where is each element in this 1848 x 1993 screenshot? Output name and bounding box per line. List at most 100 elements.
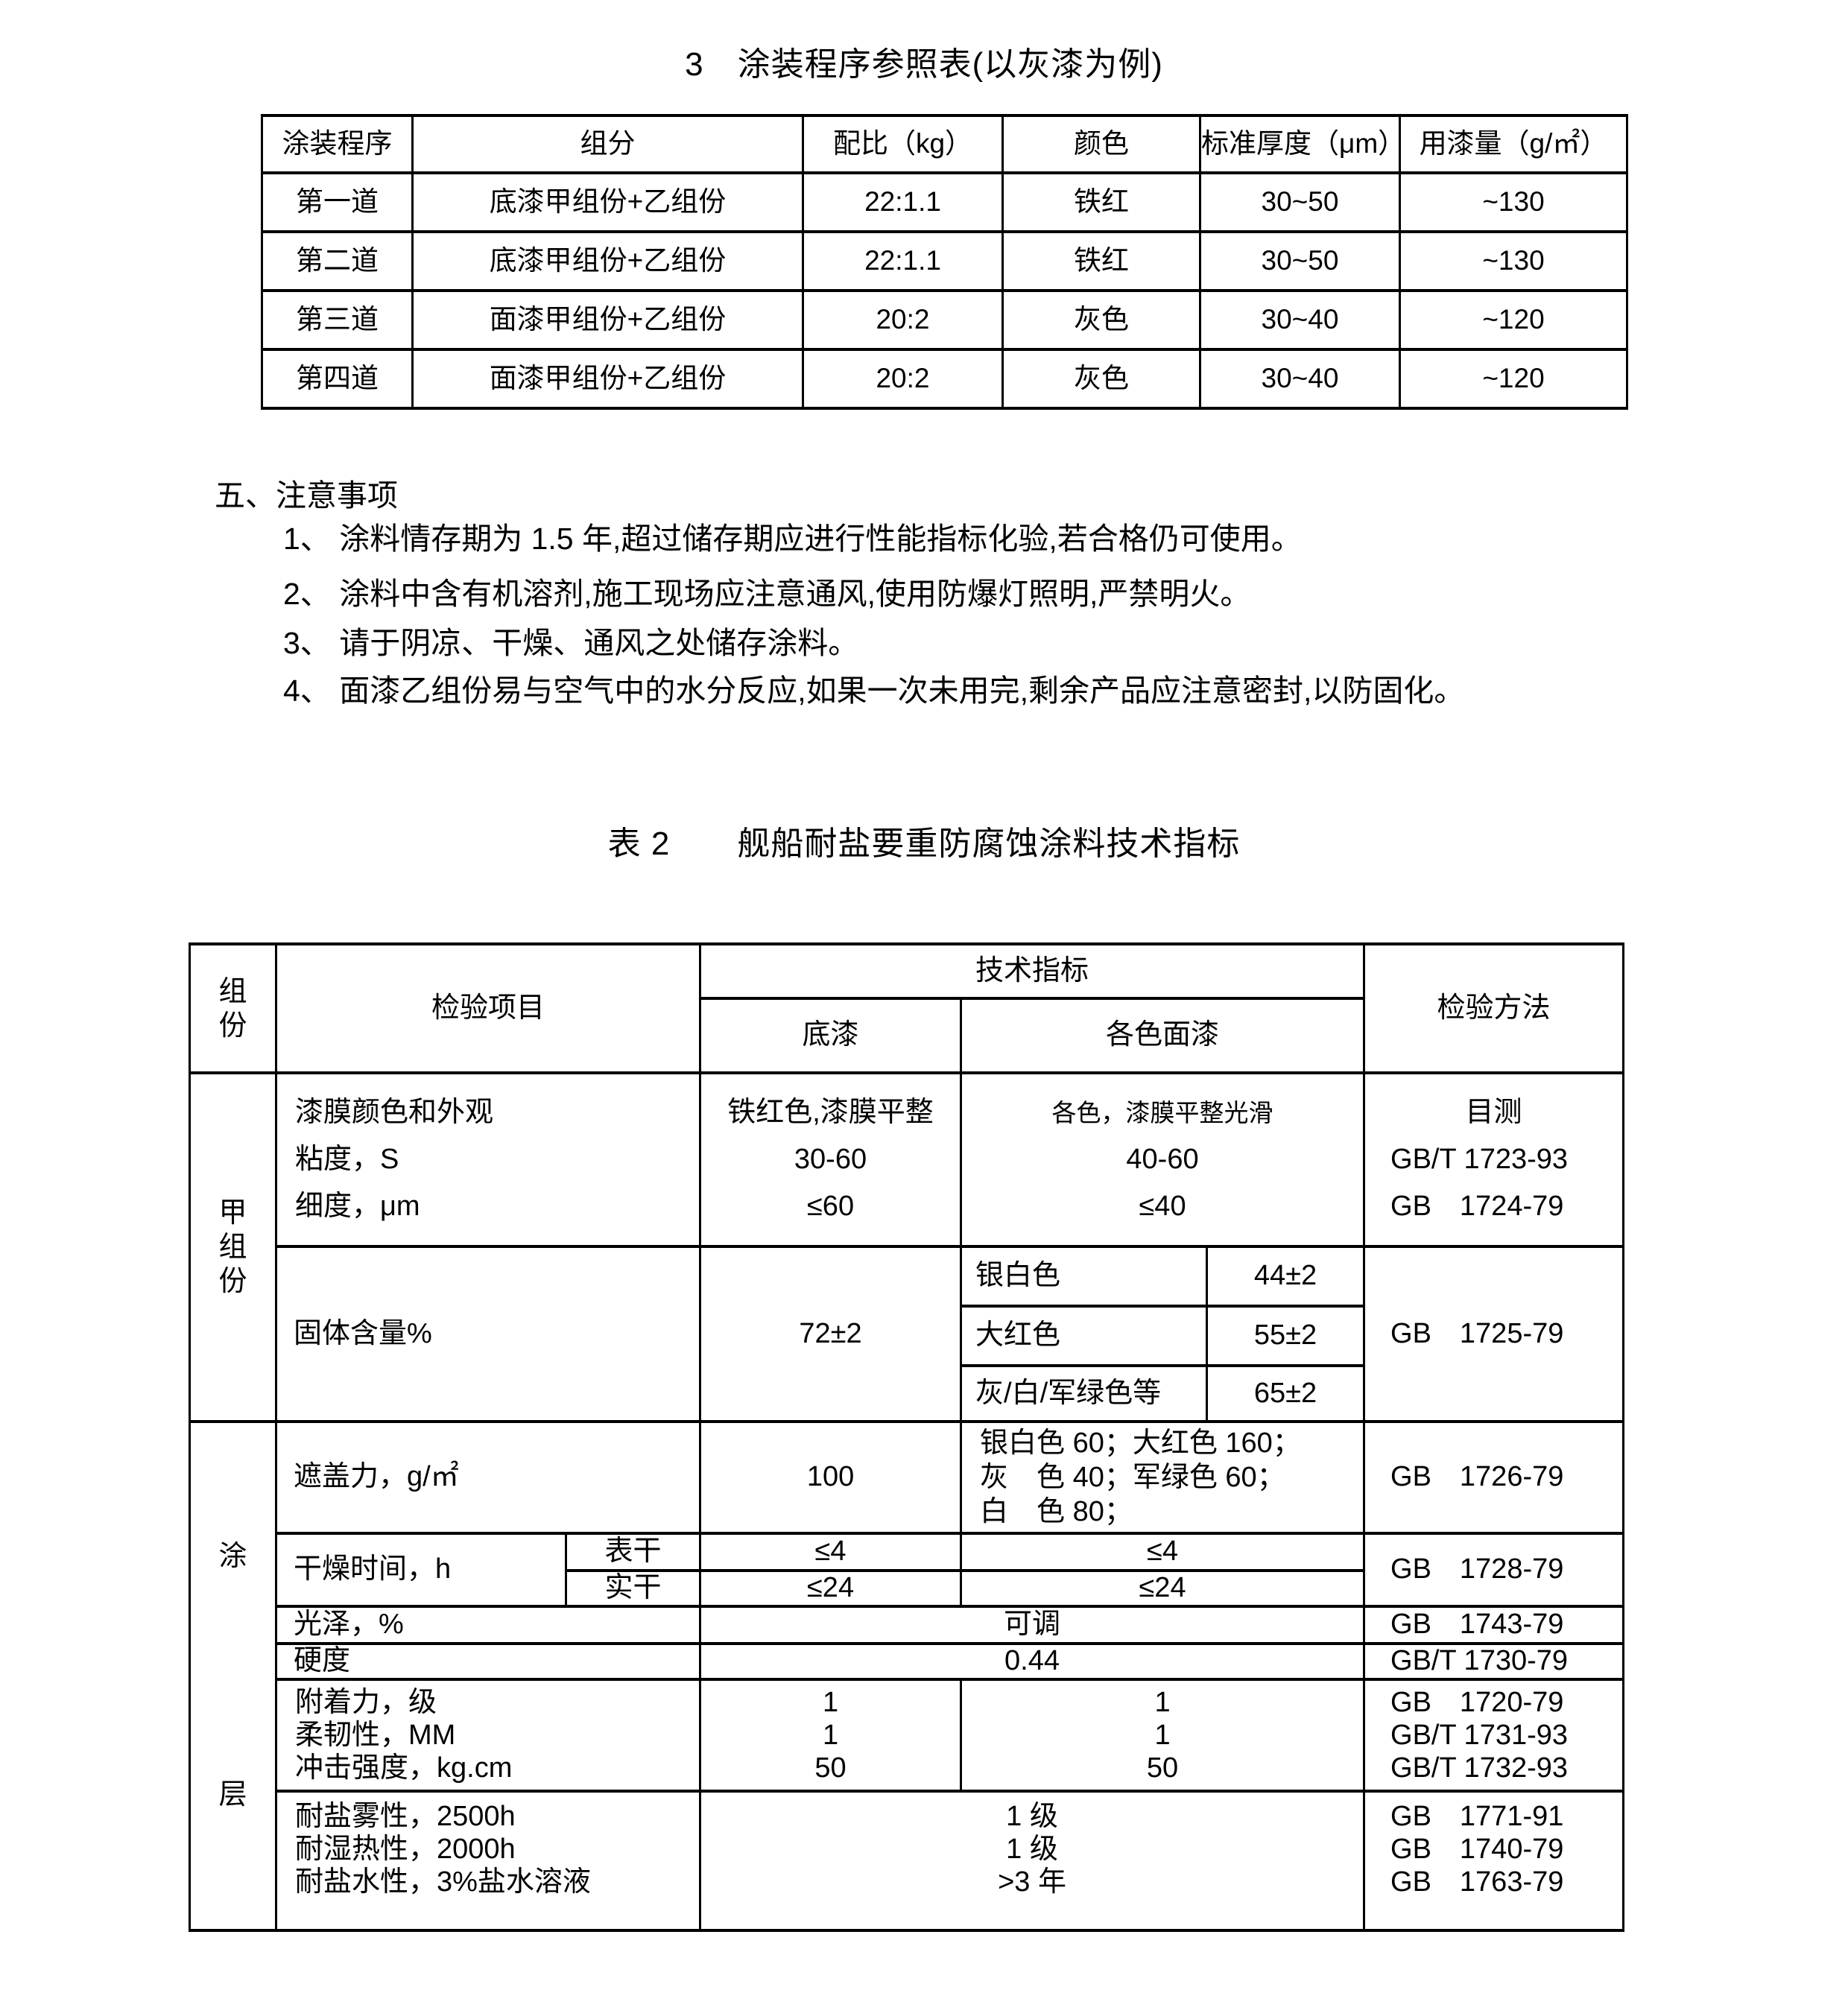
t2-color-label: 灰/白/军绿色等 — [960, 1364, 1209, 1423]
t1-cell: 面漆甲组份+乙组份 — [411, 289, 804, 351]
table-row: 光泽，% 可调 GB 1743-79 — [190, 1604, 1625, 1645]
cell-line: 1 — [822, 1719, 839, 1751]
t1-cell: 灰色 — [1001, 348, 1201, 410]
t1-cell: 第二道 — [261, 230, 414, 292]
t2-item-cell: 漆膜颜色和外观 粘度，S 细度，μm — [274, 1071, 702, 1248]
t1-cell: 30~40 — [1199, 348, 1401, 410]
t1-cell: 灰色 — [1001, 289, 1201, 351]
cell-line: 耐湿热性，2000h — [295, 1833, 516, 1865]
cell-line: 灰 色 40；军绿色 60； — [980, 1462, 1285, 1493]
t2-method-cell: GB/T 1730-79 — [1363, 1641, 1625, 1681]
vertical-char: 层 — [218, 1778, 247, 1810]
note-item: 4、 面漆乙组份易与空气中的水分反应,如果一次未用完,剩余产品应注意密封,以防固… — [283, 674, 1465, 708]
t2-sub-label: 实干 — [564, 1569, 702, 1608]
cell-line: 1 级 — [1006, 1800, 1058, 1832]
t2-header-component: 组份 — [189, 942, 277, 1074]
t2-header-method: 检验方法 — [1363, 942, 1625, 1074]
table-row: 大红色 55±2 — [190, 1305, 1624, 1367]
cell-line: 50 — [1146, 1752, 1179, 1784]
t1-cell: 22:1.1 — [802, 171, 1004, 233]
t2-method-cell: GB 1726-79 — [1363, 1420, 1625, 1535]
table-row: 甲组份 漆膜颜色和外观 粘度，S 细度，μm 铁红色,漆膜平整 30-60 ≤6… — [189, 1071, 1625, 1423]
t2-sub-label: 表干 — [564, 1532, 702, 1572]
t2-value-cell: 1 级 1 级 >3 年 — [699, 1789, 1366, 1932]
t2-color-label: 银白色 — [960, 1245, 1209, 1308]
t2-primer-cell: 铁红色,漆膜平整 30-60 ≤60 — [699, 1071, 963, 1248]
cell-line: GB 1763-79 — [1390, 1866, 1564, 1898]
table1-title: 3 涂装程序参照表(以灰漆为例) — [685, 46, 1163, 83]
t2-primer-cell: 72±2 — [699, 1245, 963, 1423]
cell-line: 耐盐雾性，2500h — [295, 1800, 516, 1832]
t1-cell: ~130 — [1399, 230, 1628, 292]
t2-primer-cell: 1 1 50 — [699, 1677, 963, 1793]
t2-item-cell: 固体含量% — [274, 1245, 702, 1423]
t2-color-value: 44±2 — [1206, 1245, 1366, 1308]
cell-line: 目测 — [1465, 1097, 1522, 1128]
t2-method-cell: GB 1725-79 — [1363, 1245, 1625, 1423]
t1-cell: 22:1.1 — [802, 230, 1004, 292]
t1-header-component: 组分 — [411, 114, 804, 174]
t2-item-cell: 硬度 — [274, 1641, 702, 1681]
table-row: 固体含量% 72±2 银白色 44±2 GB 1725-79 — [190, 1245, 1625, 1423]
cell-lines: 附着力，级 柔韧性，MM 冲击强度，kg.cm — [279, 1682, 698, 1788]
t1-cell: 20:2 — [802, 289, 1004, 351]
cell-line: GB/T 1732-93 — [1390, 1752, 1569, 1784]
table-header-row: 底漆 各色面漆 — [190, 997, 1624, 1074]
cell-line: >3 年 — [998, 1866, 1066, 1898]
t2-primer-cell: ≤4 — [699, 1532, 963, 1572]
note-item: 2、 涂料中含有机溶剂,施工现场应注意通风,使用防爆灯照明,严禁明火。 — [283, 577, 1251, 611]
t1-cell: 第四道 — [261, 348, 414, 410]
painting-procedure-table: 涂装程序 组分 配比（kg） 颜色 标准厚度（μm） 用漆量（g/㎡） 第一道 … — [261, 114, 1628, 410]
t1-cell: 30~40 — [1199, 289, 1401, 351]
t2-topcoat-cell: 1 1 50 — [960, 1677, 1366, 1793]
cell-lines: 目测 GB/T 1723-93 GB 1724-79 — [1367, 1076, 1621, 1243]
note-item: 3、 请于阴凉、干燥、通风之处储存涂料。 — [283, 626, 859, 660]
t2-color-value: 55±2 — [1206, 1305, 1366, 1367]
cell-line: 30-60 — [794, 1144, 867, 1175]
cell-line: 漆膜颜色和外观 — [295, 1097, 494, 1128]
cell-line: 粘度，S — [295, 1144, 399, 1175]
note-item: 1、 涂料情存期为 1.5 年,超过储存期应进行性能指标化验,若合格仍可使用。 — [283, 522, 1302, 556]
cell-line: GB 1771-91 — [1390, 1800, 1564, 1832]
cell-line: GB 1720-79 — [1390, 1686, 1564, 1718]
cell-lines: 各色，漆膜平整光滑 40-60 ≤40 — [963, 1076, 1362, 1243]
t2-header-primer: 底漆 — [699, 997, 963, 1074]
cell-lines: GB 1771-91 GB 1740-79 GB 1763-79 — [1367, 1794, 1621, 1927]
t2-color-value: 65±2 — [1206, 1364, 1366, 1423]
cell-line: 各色，漆膜平整光滑 — [1051, 1099, 1273, 1127]
t2-item-cell: 干燥时间，h — [275, 1532, 567, 1608]
cell-lines: 1 1 50 — [703, 1682, 959, 1788]
t1-cell: ~120 — [1399, 348, 1628, 410]
cell-line: 附着力，级 — [295, 1686, 437, 1718]
vertical-label: 甲组份 — [218, 1197, 247, 1297]
cell-line: 耐盐水性，3%盐水溶液 — [295, 1866, 591, 1898]
table-row: 附着力，级 柔韧性，MM 冲击强度，kg.cm 1 1 50 1 1 — [190, 1677, 1625, 1793]
cell-line: 1 — [1154, 1719, 1171, 1751]
cell-lines: 1 级 1 级 >3 年 — [703, 1794, 1362, 1927]
t1-cell: 30~50 — [1199, 171, 1401, 233]
cell-line: 冲击强度，kg.cm — [295, 1752, 513, 1784]
table-row: 耐盐雾性，2500h 耐湿热性，2000h 耐盐水性，3%盐水溶液 1 级 1 … — [190, 1789, 1625, 1932]
table-row: 第四道 面漆甲组份+乙组份 20:2 灰色 30~40 ~120 — [261, 348, 1628, 410]
t1-header-ratio: 配比（kg） — [802, 114, 1004, 174]
cell-lines: 铁红色,漆膜平整 30-60 ≤60 — [703, 1076, 959, 1243]
t1-cell: ~120 — [1399, 289, 1628, 351]
vertical-label: 组份 — [218, 975, 247, 1042]
cell-line: GB/T 1731-93 — [1390, 1719, 1569, 1751]
table-row: 涂 层 遮盖力，g/㎡ 100 银白色 60；大红色 160； 灰 色 40；军… — [189, 1420, 1625, 1932]
t2-primer-cell: 100 — [699, 1420, 963, 1535]
cell-line: 40-60 — [1126, 1144, 1199, 1175]
t2-topcoat-cell: 银白色 60；大红色 160； 灰 色 40；军绿色 60； 白 色 80； — [960, 1420, 1366, 1535]
t2-topcoat-cell: ≤24 — [960, 1569, 1366, 1608]
table-row: 灰/白/军绿色等 65±2 — [190, 1364, 1624, 1423]
vertical-label: 涂 层 — [192, 1437, 274, 1914]
t2-method-cell: GB 1771-91 GB 1740-79 GB 1763-79 — [1363, 1789, 1625, 1932]
t1-cell: 面漆甲组份+乙组份 — [411, 348, 804, 410]
t2-primer-cell: ≤24 — [699, 1569, 963, 1608]
cell-line: 1 — [1154, 1686, 1171, 1718]
table-row: 干燥时间，h 表干 ≤4 ≤4 GB 1728-79 — [190, 1532, 1625, 1608]
t2-item-cell: 光泽，% — [274, 1604, 702, 1645]
cell-lines: 银白色 60；大红色 160； 灰 色 40；军绿色 60； 白 色 80； — [963, 1425, 1362, 1530]
cell-lines: 漆膜颜色和外观 粘度，S 细度，μm — [279, 1076, 698, 1243]
